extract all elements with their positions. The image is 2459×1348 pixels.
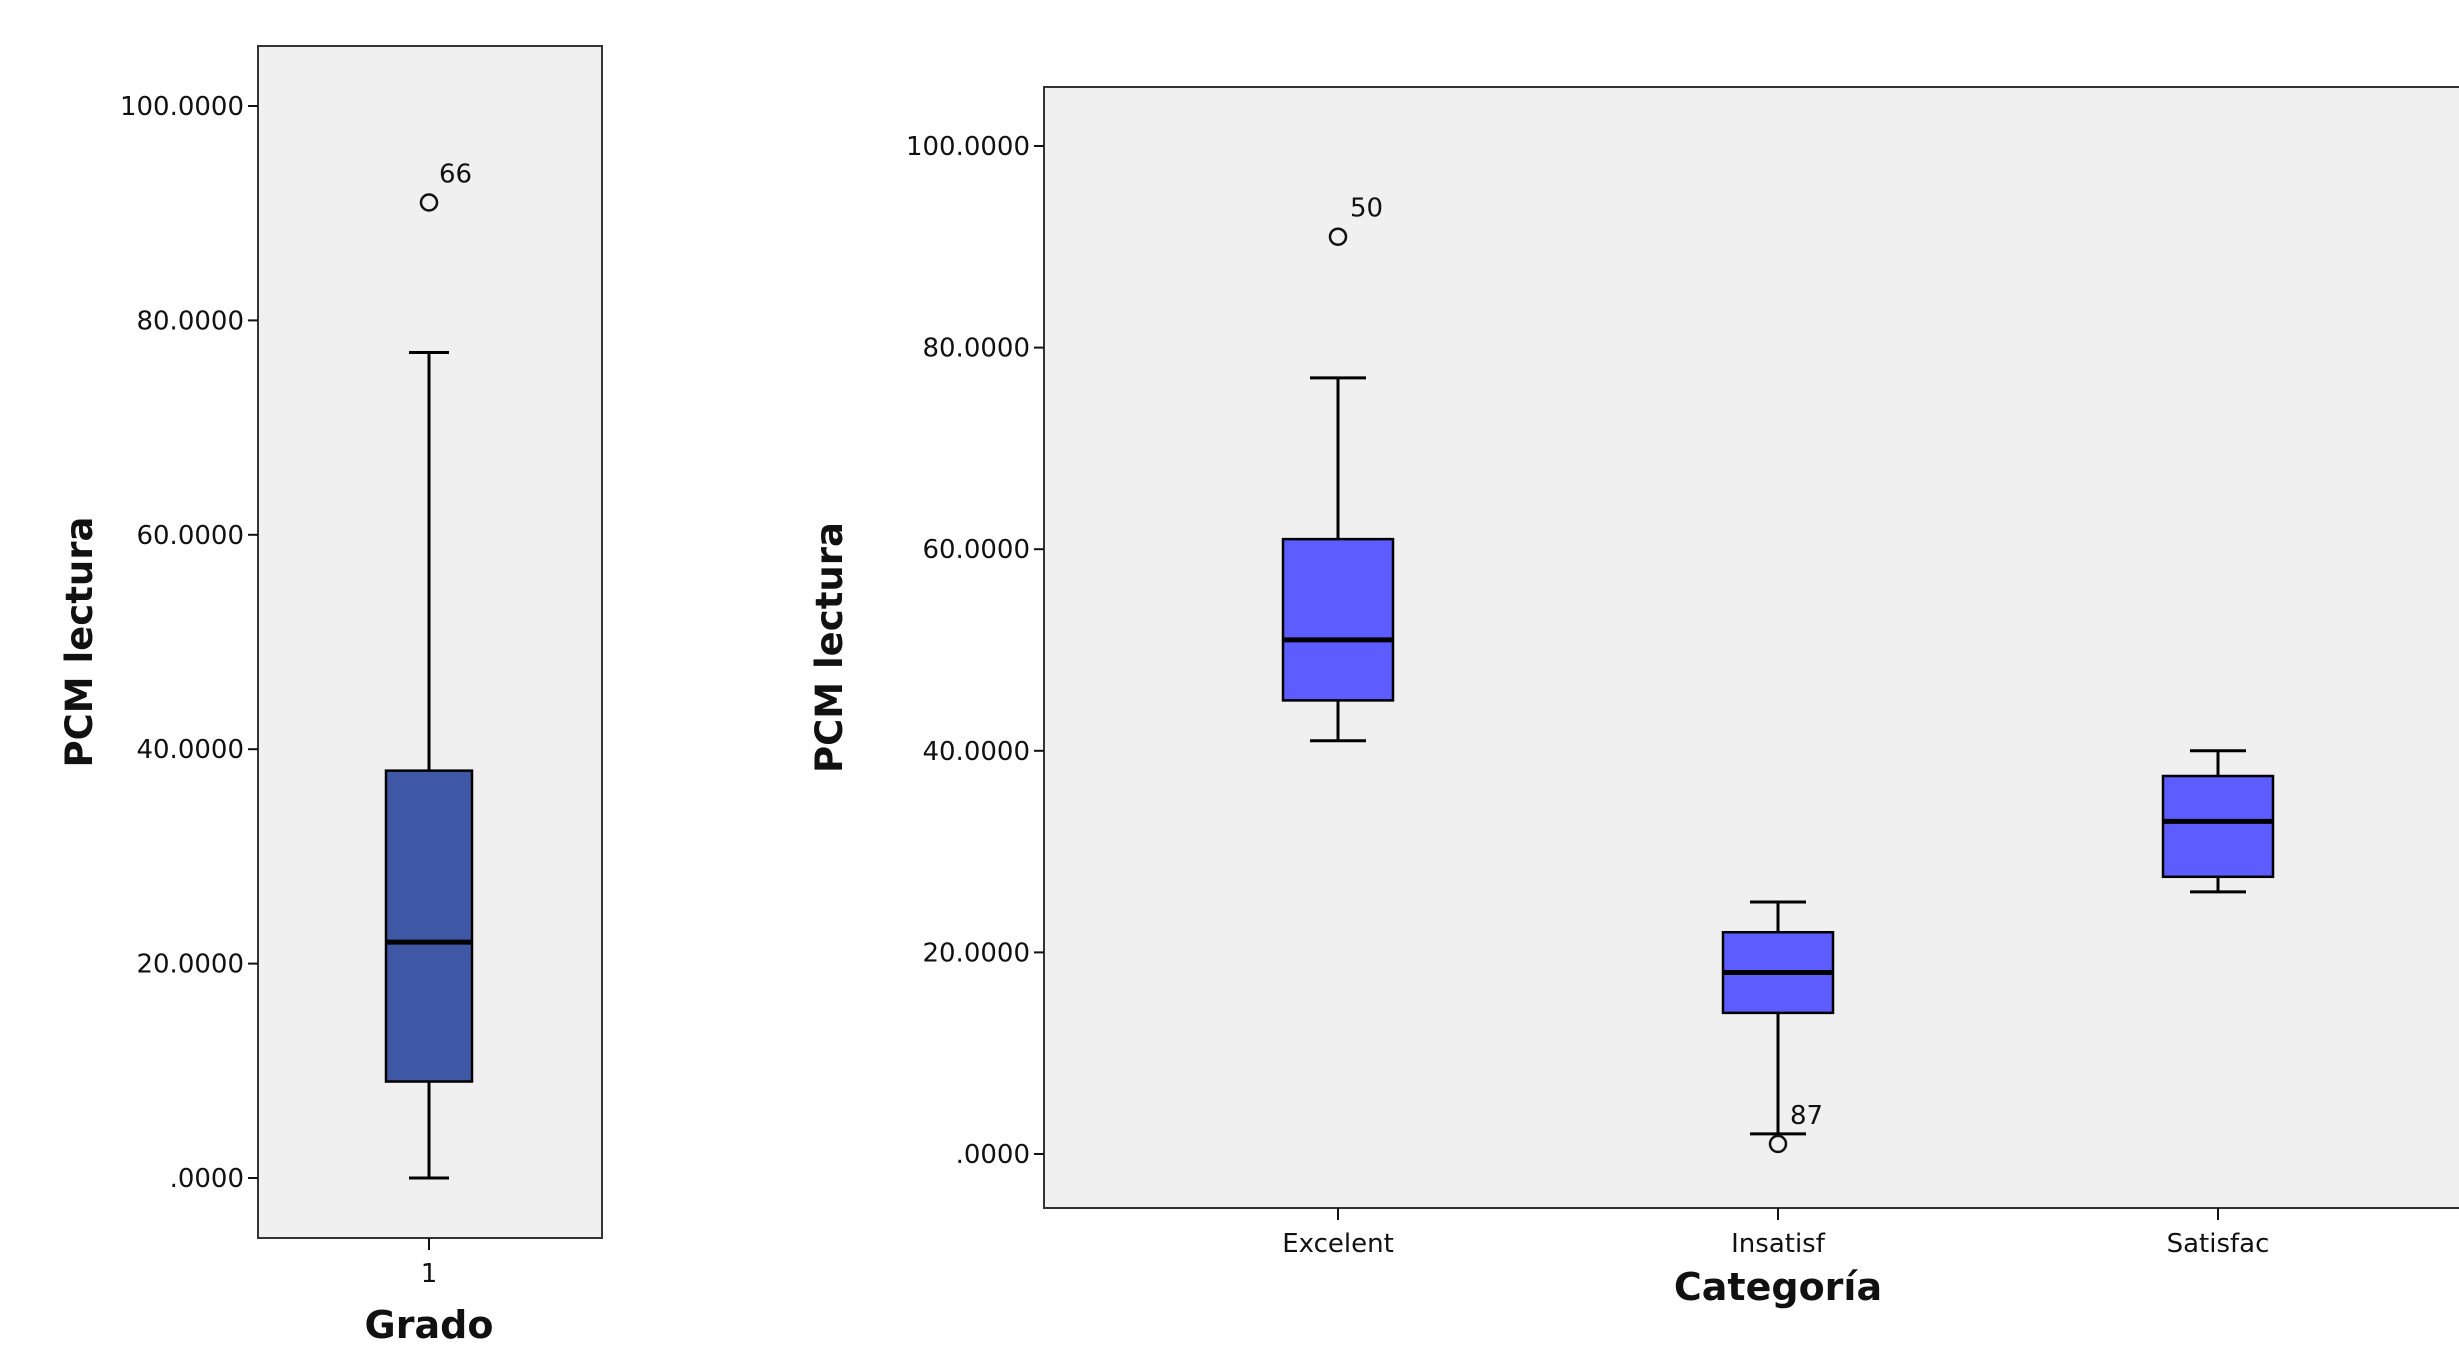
- y-tick-label: .0000: [956, 1140, 1030, 1170]
- outlier-point: [419, 193, 439, 212]
- plot-area: [1043, 86, 2459, 1209]
- outlier-point: [1328, 227, 1348, 246]
- boxplot-panel-1: .0000 20.0000 40.0000 60.0000 80.0000 100.000…: [58, 45, 603, 1347]
- y-tick-label: .0000: [170, 1164, 244, 1194]
- y-tick-label: 40.0000: [922, 737, 1030, 767]
- x-tick-label: Insatisf: [1731, 1229, 1826, 1259]
- x-tick-label: Satisfac: [2167, 1229, 2270, 1259]
- y-tick-label: 80.0000: [922, 334, 1030, 364]
- box-iqr: [2161, 774, 2275, 879]
- y-tick-label: 20.0000: [136, 950, 244, 980]
- box-1: 66: [384, 159, 474, 1180]
- y-tick-label: 100.0000: [906, 132, 1030, 162]
- y-tick-label: 60.0000: [136, 521, 244, 551]
- outlier-point: [1768, 1134, 1788, 1154]
- x-tick-label: 1: [421, 1259, 438, 1289]
- outlier-label: 66: [439, 159, 472, 189]
- y-tick-label: 40.0000: [136, 735, 244, 765]
- box-Excelent: 50: [1281, 194, 1395, 743]
- box-iqr: [1281, 537, 1395, 702]
- box-iqr: [384, 769, 474, 1083]
- y-axis-title: PCM lectura: [58, 517, 101, 768]
- outlier-label: 87: [1790, 1101, 1823, 1131]
- y-tick-label: 60.0000: [922, 535, 1030, 565]
- y-tick-label: 100.0000: [120, 92, 244, 122]
- x-axis-title: Grado: [365, 1303, 494, 1347]
- y-axis-title: PCM lectura: [808, 522, 851, 773]
- x-axis-title: Categoría: [1674, 1265, 1882, 1309]
- box-Insatisf: 87: [1721, 900, 1835, 1154]
- x-tick-label: Excelent: [1282, 1229, 1394, 1259]
- boxplot-panel-2: .0000 20.0000 40.0000 60.0000 80.0000 100.000…: [808, 86, 2459, 1309]
- y-tick-label: 80.0000: [136, 306, 244, 336]
- box-Satisfac: [2161, 749, 2275, 894]
- y-tick-label: 20.0000: [922, 938, 1030, 968]
- outlier-label: 50: [1350, 194, 1383, 224]
